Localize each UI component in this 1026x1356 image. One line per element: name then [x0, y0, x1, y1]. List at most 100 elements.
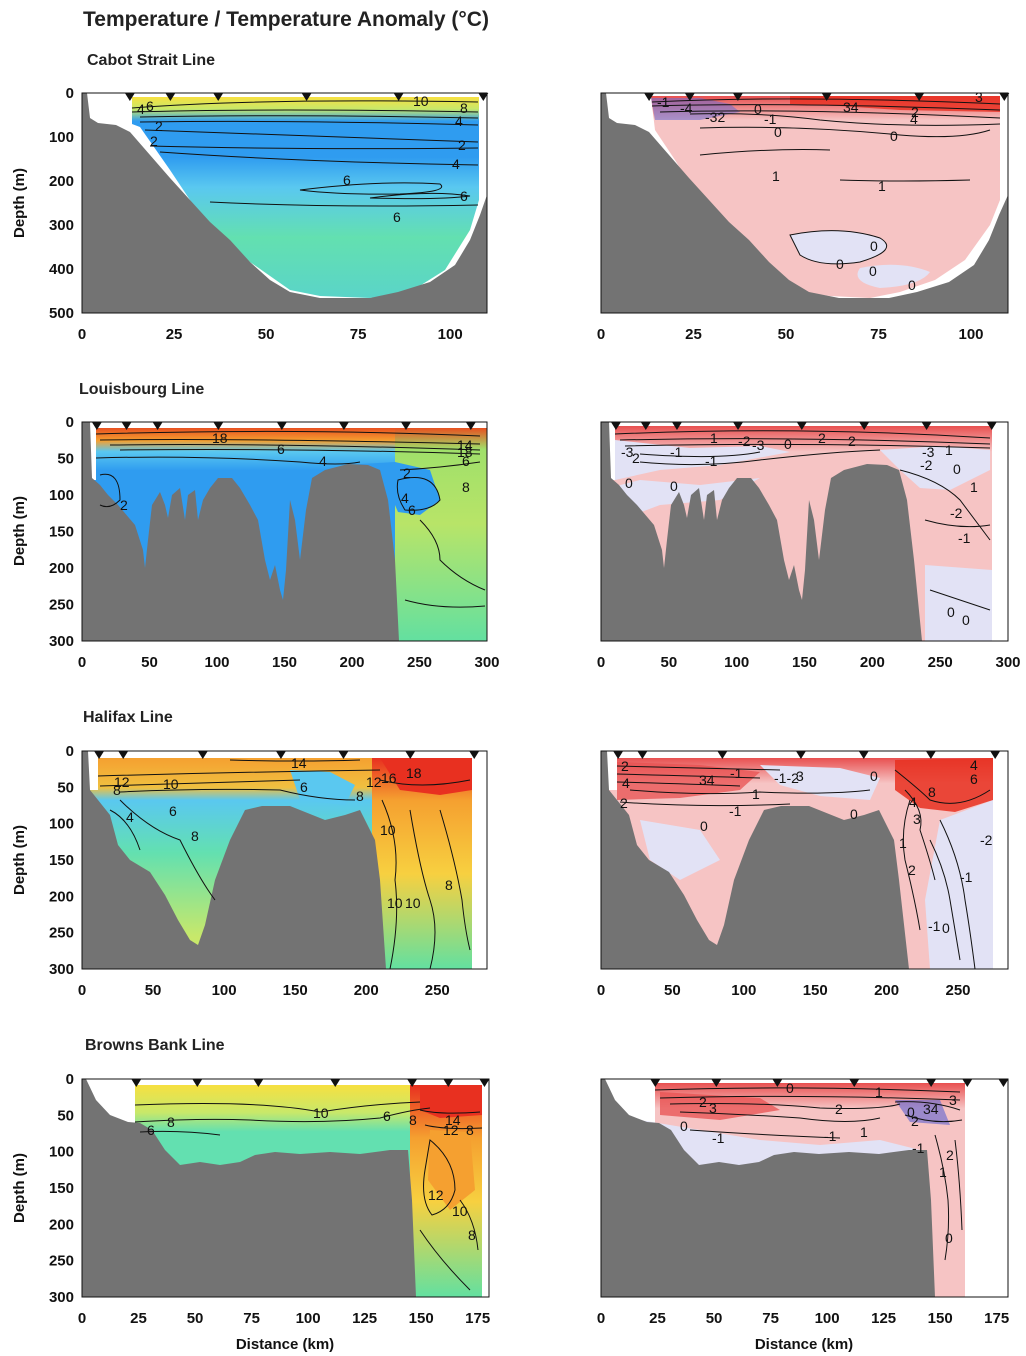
station-marker	[213, 422, 224, 430]
section-title-louisbourg: Louisbourg Line	[79, 381, 204, 398]
contour-label: -4	[680, 100, 693, 116]
station-marker	[213, 93, 224, 101]
station-marker	[192, 1079, 203, 1087]
contour-label: 6	[343, 172, 351, 188]
station-marker	[772, 1079, 783, 1087]
y-tick-label: 300	[49, 961, 74, 978]
contour-label: 8	[356, 788, 364, 804]
x-tick-label: 200	[339, 654, 364, 671]
x-tick-label: 0	[597, 326, 605, 343]
contour-label: 12	[428, 1187, 444, 1203]
station-marker	[469, 751, 480, 759]
y-tick-labels: 0 50 100 150 200 250 300	[49, 414, 74, 650]
station-marker	[999, 93, 1010, 101]
contour-label: -2	[950, 505, 963, 521]
contour-label: 8	[167, 1114, 175, 1130]
contour-label: 4	[126, 809, 134, 825]
contour-label: -1	[764, 111, 777, 127]
panel-halifax-temperature: 12 10 8 6 4 8 14 6 8 12 16 18 10 10 10 8…	[11, 743, 488, 999]
x-tick-label: 300	[995, 654, 1020, 671]
x-tick-label: 250	[928, 654, 953, 671]
contour-label: 12	[366, 774, 382, 790]
warm-core	[420, 1085, 482, 1118]
x-tick-label: 50	[258, 326, 275, 343]
contour-label: 0	[945, 1230, 953, 1246]
contour-label: -1	[657, 94, 670, 110]
contour-label: 2	[946, 1147, 954, 1163]
station-marker	[650, 1079, 661, 1087]
x-tick-label: 300	[474, 654, 499, 671]
y-tick-label: 300	[49, 217, 74, 234]
contour-label: 34	[843, 99, 859, 115]
contour-label: 4	[622, 775, 630, 791]
contour-label: -2	[738, 433, 751, 449]
x-axis-title: Distance (km)	[755, 1336, 853, 1353]
x-tick-label: 100	[212, 982, 237, 999]
contour-label: 18	[457, 444, 473, 460]
y-tick-label: 50	[57, 779, 74, 796]
y-tick-label: 200	[49, 560, 74, 577]
x-tick-label: 50	[660, 654, 677, 671]
bathymetry	[82, 1079, 416, 1297]
station-marker	[640, 422, 651, 430]
panel-halifax-anomaly: 2 4 2 34 -1 1 -1 0 -1-2 3 0 0 4 8 4 6 3 …	[597, 750, 1009, 999]
contour-label: 2	[908, 862, 916, 878]
contour-label: 8	[466, 1122, 474, 1138]
contour-label: 0	[670, 478, 678, 494]
contour-label: 0	[784, 436, 792, 452]
station-marker	[610, 422, 621, 430]
contour-label: 2	[911, 1113, 919, 1129]
contour-label: 1	[939, 1164, 947, 1180]
x-tick-label: 100	[204, 654, 229, 671]
contour-label: -3	[922, 444, 935, 460]
contour-label: 18	[406, 765, 422, 781]
station-marker	[644, 93, 655, 101]
contour-label: -1	[958, 530, 971, 546]
section-title-cabot: Cabot Strait Line	[87, 52, 215, 69]
negative-anomaly	[615, 440, 790, 480]
y-tick-label: 100	[49, 1144, 74, 1161]
x-tick-label: 50	[664, 982, 681, 999]
station-marker	[407, 1079, 418, 1087]
bathymetry	[601, 422, 922, 641]
x-tick-label: 0	[597, 982, 605, 999]
y-tick-label: 250	[49, 925, 74, 942]
contour-label: 3	[709, 1100, 717, 1116]
panel-cabot-anomaly: -1 -4 -32 0 -1 0 34 2 3 4 0 1 1 0 0 0 0 …	[597, 89, 1010, 343]
contour-label: -1	[912, 1140, 925, 1156]
x-tick-label: 0	[78, 326, 86, 343]
contour-label: 14	[457, 437, 473, 453]
y-tick-label: 200	[49, 888, 74, 905]
station-marker	[275, 751, 286, 759]
x-tick-label: 0	[78, 654, 86, 671]
x-tick-label: 25	[130, 1310, 147, 1327]
contour-label: 4	[137, 101, 145, 117]
contour-label: 6	[383, 1108, 391, 1124]
contour-label: 6	[147, 1122, 155, 1138]
contour-label: 4	[319, 453, 327, 469]
x-tick-label: 100	[815, 1310, 840, 1327]
contour-label: 6	[460, 188, 468, 204]
x-tick-label: 150	[928, 1310, 953, 1327]
panel-browns-temperature: 8 6 10 6 8 14 12 8 12 10 8 0 25 50 75 100 125…	[11, 1071, 490, 1353]
contour-label: 34	[923, 1101, 939, 1117]
station-marker	[732, 93, 743, 101]
contour-label: 12	[114, 774, 130, 790]
contour-labels: -1 -4 -32 0 -1 0 34 2 3 4 0 1 1 0 0 0 0	[657, 89, 983, 293]
positive-anomaly-strong	[617, 762, 760, 800]
x-tick-label: 0	[597, 654, 605, 671]
station-marker	[338, 422, 349, 430]
contour-label: 6	[277, 441, 285, 457]
station-marker	[990, 751, 1001, 759]
contour-label: 2	[621, 758, 629, 774]
cold-pool	[345, 462, 440, 515]
contour-label: 6	[970, 771, 978, 787]
bathymetry	[82, 93, 487, 313]
y-tick-label: 250	[49, 597, 74, 614]
contour-label: 0	[680, 1118, 688, 1134]
contour-label: 0	[962, 612, 970, 628]
x-tick-label: 200	[874, 982, 899, 999]
contour-label: 10	[405, 895, 421, 911]
